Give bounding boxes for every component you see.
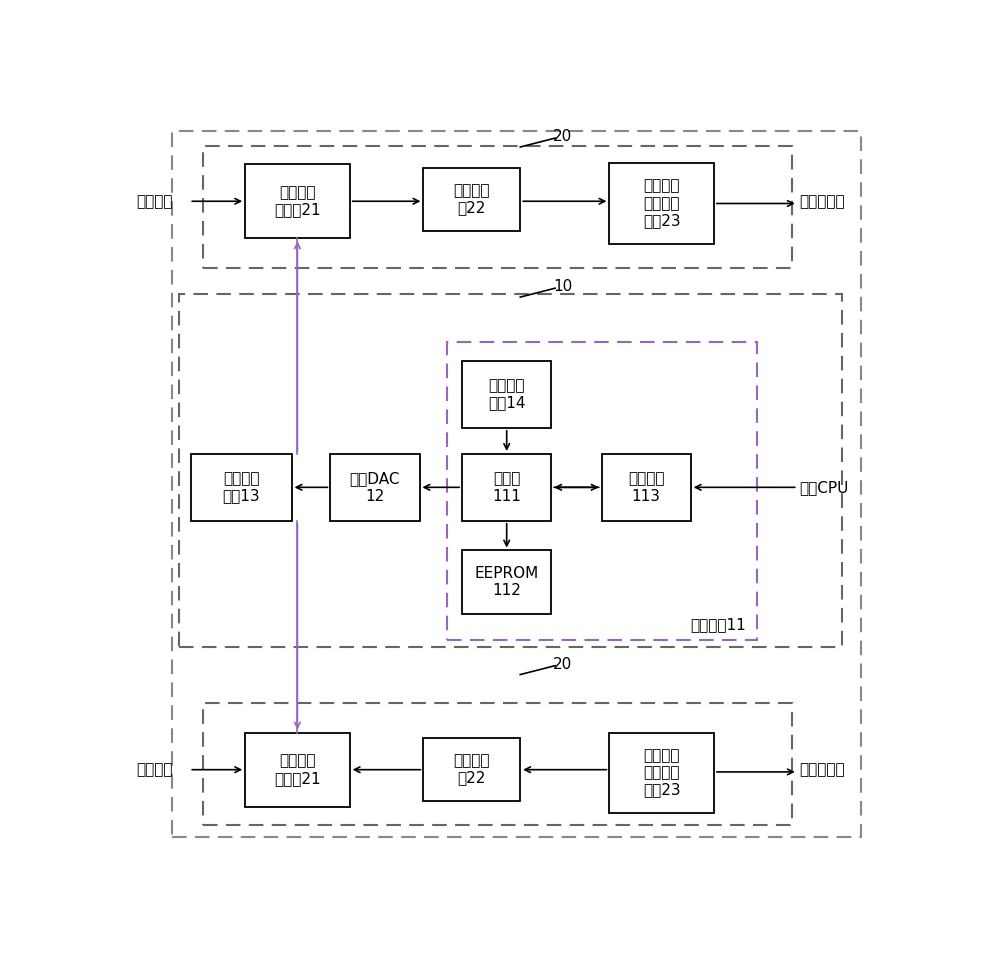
Text: 20: 20 [553, 129, 572, 144]
Text: 高压产生
单元13: 高压产生 单元13 [222, 471, 260, 504]
Text: 单片机
111: 单片机 111 [492, 471, 521, 504]
Bar [330, 454, 420, 521]
Text: 控制单元11: 控制单元11 [690, 618, 746, 632]
Text: 20: 20 [553, 656, 572, 672]
Bar [202, 703, 792, 825]
Text: 跨阻放大
器22: 跨阻放大 器22 [454, 753, 490, 786]
Bar [179, 294, 842, 648]
Bar [609, 732, 714, 813]
Bar [602, 454, 691, 521]
Text: 主控CPU: 主控CPU [799, 480, 849, 495]
Bar [245, 164, 350, 238]
Bar [447, 343, 757, 640]
Text: 跨阻放大
器22: 跨阻放大 器22 [454, 183, 490, 215]
Text: 通信接口
113: 通信接口 113 [628, 471, 664, 504]
Text: EEPROM
112: EEPROM 112 [475, 565, 539, 598]
Bar [202, 146, 792, 268]
Text: 信号调理
放大滤波
电路23: 信号调理 放大滤波 电路23 [643, 748, 680, 797]
Text: 数据采集卡: 数据采集卡 [799, 762, 845, 777]
Bar [423, 737, 520, 801]
Bar [172, 130, 861, 837]
Bar [609, 163, 714, 243]
Bar [462, 550, 551, 614]
Text: 拉曼信号: 拉曼信号 [137, 762, 173, 777]
Text: 双路DAC
12: 双路DAC 12 [350, 471, 400, 504]
Text: 数据采集卡: 数据采集卡 [799, 194, 845, 208]
Text: 雪崩光电
二极管21: 雪崩光电 二极管21 [274, 754, 321, 786]
Bar [462, 454, 551, 521]
Bar [462, 361, 551, 427]
Text: 10: 10 [553, 279, 572, 294]
Text: 信号调理
放大滤波
电路23: 信号调理 放大滤波 电路23 [643, 179, 680, 229]
Text: 拉曼信号: 拉曼信号 [137, 194, 173, 208]
Bar [423, 168, 520, 231]
Text: 温度检测
单元14: 温度检测 单元14 [488, 378, 525, 411]
Bar [191, 454, 292, 521]
Text: 雪崩光电
二极管21: 雪崩光电 二极管21 [274, 185, 321, 217]
Bar [245, 732, 350, 807]
